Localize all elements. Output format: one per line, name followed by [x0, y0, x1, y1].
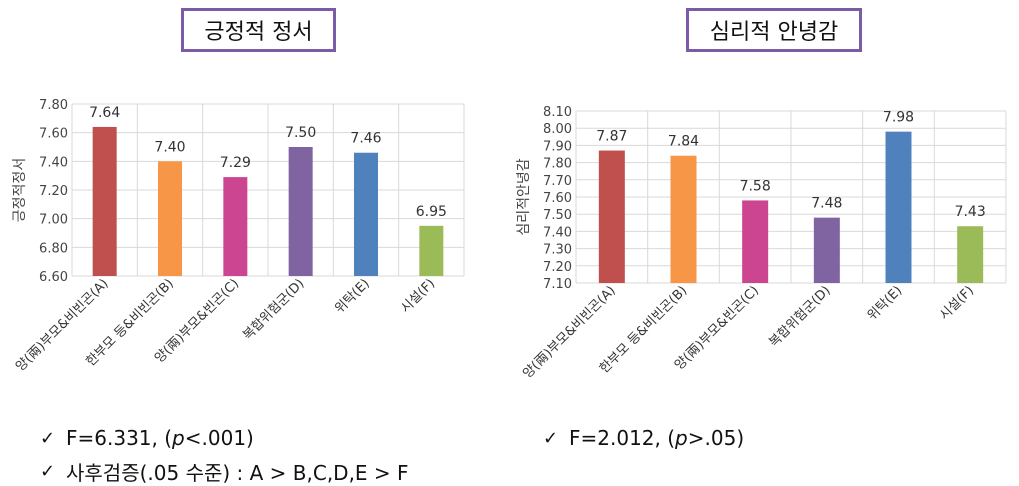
data-label: 7.64 [89, 105, 120, 121]
chart-title-left: 긍정적 정서 [181, 8, 336, 52]
bar [670, 155, 697, 283]
stat-f-left-post: <.001) [184, 426, 254, 450]
data-label: 7.98 [883, 110, 914, 126]
bar [957, 226, 984, 283]
bar [885, 131, 912, 283]
stat-f-left-p: p [172, 426, 185, 450]
y-tick-label: 6.80 [39, 241, 68, 256]
y-tick-label: 7.40 [543, 225, 572, 240]
y-tick-label: 7.30 [543, 243, 572, 258]
y-tick-label: 7.10 [543, 277, 572, 292]
y-tick-label: 7.80 [39, 98, 68, 113]
check-icon: ✓ [40, 461, 56, 482]
bar [288, 147, 313, 276]
y-tick-label: 7.90 [543, 139, 572, 154]
data-label: 7.50 [285, 125, 316, 141]
y-tick-label: 7.80 [543, 157, 572, 172]
bar [158, 161, 182, 276]
bar [598, 150, 625, 283]
chart-title-right-text: 심리적 안녕감 [709, 20, 839, 45]
stat-posthoc-left: 사후검증(.05 수준) : A > B,C,D,E > F [66, 461, 409, 485]
stat-line-left-1: ✓ F=6.331, (p <.001) [40, 426, 254, 450]
data-label: 7.43 [955, 204, 986, 220]
data-label: 7.58 [740, 178, 771, 194]
x-tick-label: 복합위험군(D) [240, 276, 307, 343]
chart-title-left-text: 긍정적 정서 [204, 20, 313, 45]
y-tick-label: 7.60 [39, 127, 68, 142]
check-icon: ✓ [40, 427, 56, 449]
check-icon: ✓ [543, 427, 559, 449]
y-tick-label: 7.40 [39, 155, 68, 170]
bar [813, 217, 840, 283]
data-label: 6.95 [416, 204, 447, 220]
bar [419, 225, 444, 276]
bar [354, 152, 378, 276]
stat-f-right-post: >.05) [687, 426, 745, 450]
y-tick-label: 7.50 [543, 208, 572, 223]
bar [92, 126, 117, 276]
y-tick-label: 8.00 [543, 122, 572, 137]
stat-line-right-1: ✓ F=2.012, (p >.05) [543, 426, 744, 450]
y-tick-label: 7.60 [543, 191, 572, 206]
x-tick-label: 위탁(E) [865, 283, 906, 324]
x-tick-label: 위탁(E) [332, 276, 373, 317]
stat-f-left-pre: F=6.331, ( [66, 426, 173, 450]
bar [742, 200, 769, 283]
data-label: 7.48 [811, 196, 842, 212]
x-tick-label: 시설(F) [937, 283, 977, 323]
x-tick-label: 시설(F) [398, 276, 438, 316]
data-label: 7.40 [154, 139, 185, 155]
stat-f-right-pre: F=2.012, ( [569, 426, 676, 450]
stat-line-left-2: ✓ 사후검증(.05 수준) : A > B,C,D,E > F [40, 457, 409, 486]
data-label: 7.46 [350, 131, 381, 147]
y-tick-label: 7.20 [39, 184, 68, 199]
stat-f-right-p: p [675, 426, 688, 450]
data-label: 7.84 [668, 134, 699, 150]
x-tick-label: 복합위험군(D) [767, 283, 834, 350]
bar [223, 177, 248, 276]
y-axis-title: 긍정적정서 [12, 158, 28, 222]
data-label: 7.87 [596, 129, 627, 145]
y-tick-label: 7.70 [543, 174, 572, 189]
wellbeing-chart: 7.10 7.20 7.30 7.40 7.50 7.60 7.70 7.80 7.90 8.00… [516, 105, 1007, 382]
y-tick-label: 7.00 [39, 213, 68, 228]
positive-emotion-chart: 6.60 6.80 7.00 7.20 7.40 7.60 7.80 7.64 7.40 7.29… [12, 98, 465, 375]
y-tick-label: 8.10 [543, 105, 572, 120]
chart-title-right: 심리적 안녕감 [686, 8, 862, 52]
y-tick-label: 7.20 [543, 260, 572, 275]
y-axis-title: 심리적안녕감 [516, 158, 532, 235]
y-tick-label: 6.60 [39, 270, 68, 285]
data-label: 7.29 [220, 155, 251, 171]
